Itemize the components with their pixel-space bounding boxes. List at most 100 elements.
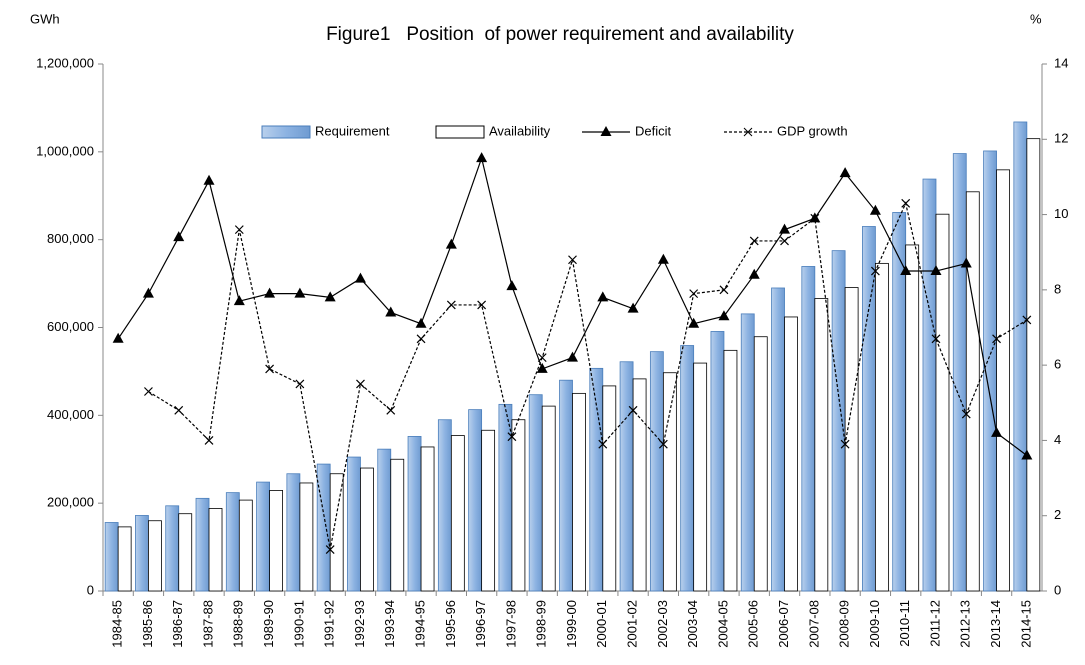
bar (135, 515, 149, 592)
marker (234, 225, 244, 235)
chart-title: Figure1 Position of power requirement an… (326, 24, 794, 45)
x-tick-label: 1988-89 (231, 600, 246, 648)
marker (930, 265, 942, 276)
bar (935, 213, 950, 592)
marker (1021, 449, 1033, 460)
bar (572, 392, 586, 592)
x-tick-label: 1986-87 (170, 600, 185, 648)
bar (541, 405, 556, 592)
x-tick-label: 1997-98 (503, 600, 518, 648)
bar (589, 367, 604, 592)
bar (329, 473, 344, 592)
bar (602, 385, 617, 592)
bar (390, 458, 405, 592)
x-tick-label: 1987-88 (200, 600, 215, 648)
x-tick-label: 2005-06 (746, 600, 761, 648)
x-tick-label: 1996-97 (473, 600, 488, 648)
bar (905, 244, 920, 592)
marker (991, 426, 1003, 437)
bar (238, 499, 253, 592)
marker (960, 257, 972, 268)
bar (693, 362, 708, 592)
x-tick-label: 1994-95 (412, 600, 427, 648)
bar (269, 490, 283, 592)
marker (265, 364, 275, 374)
bar (649, 351, 664, 592)
x-tick-label: 2002-03 (655, 600, 670, 648)
bar (148, 520, 162, 592)
x-tick-label: 1984-85 (110, 600, 125, 648)
marker (840, 439, 850, 449)
marker (476, 152, 488, 163)
marker (1022, 315, 1032, 325)
marker (445, 238, 457, 249)
x-tick-label: 2008-09 (837, 600, 852, 648)
bar (225, 492, 240, 592)
bar (420, 446, 435, 592)
marker (598, 439, 608, 449)
marker (748, 268, 760, 279)
bar (1026, 138, 1041, 592)
bar (208, 508, 223, 592)
marker (325, 545, 335, 555)
y-axis-label: GWh (30, 11, 60, 26)
legend-label: GDP growth (777, 123, 848, 138)
marker (597, 291, 609, 302)
bar (844, 287, 859, 592)
marker (688, 317, 700, 328)
marker (354, 272, 366, 283)
bar (377, 448, 392, 592)
y2-tick-label: 14 (1054, 55, 1068, 70)
bar (407, 436, 422, 592)
y-tick-label: 0 (87, 582, 94, 597)
y-tick-label: 1,000,000 (36, 143, 94, 158)
y2-tick-label: 0 (1054, 582, 1061, 597)
bar (875, 262, 889, 592)
marker (779, 223, 791, 234)
legend-marker (743, 127, 753, 137)
marker (839, 167, 851, 178)
x-tick-label: 1992-93 (352, 600, 367, 648)
marker (477, 300, 487, 310)
x-tick-label: 1999-00 (564, 600, 579, 648)
y-tick-label: 800,000 (47, 231, 94, 246)
bar (195, 497, 210, 592)
marker (628, 405, 638, 415)
bar (437, 419, 452, 592)
bar (996, 169, 1010, 592)
marker (233, 295, 245, 306)
y2-tick-label: 6 (1054, 357, 1061, 372)
marker (809, 212, 821, 223)
bar (710, 331, 725, 592)
marker (627, 302, 639, 313)
x-tick-label: 1989-90 (261, 600, 276, 648)
marker (780, 236, 789, 246)
x-tick-label: 2004-05 (715, 600, 730, 648)
marker (112, 332, 124, 343)
bar (1013, 121, 1028, 592)
marker (718, 310, 730, 321)
x-tick-label: 2007-08 (806, 600, 821, 648)
bar (165, 505, 180, 592)
marker (568, 255, 577, 265)
y-tick-label: 600,000 (47, 319, 94, 334)
x-tick-label: 1998-99 (534, 600, 549, 648)
marker (416, 334, 426, 344)
y-tick-label: 400,000 (47, 407, 94, 422)
marker (174, 405, 184, 415)
bar (286, 473, 301, 592)
marker (869, 204, 881, 215)
bar (104, 522, 119, 592)
marker (203, 174, 215, 185)
marker (992, 334, 1001, 344)
x-tick-label: 2012-13 (958, 600, 973, 648)
bar (481, 429, 496, 592)
marker (536, 362, 548, 373)
x-tick-label: 2010-11 (897, 600, 912, 647)
legend-swatch (435, 125, 485, 139)
x-tick-label: 2011-12 (927, 600, 942, 647)
marker (204, 436, 214, 445)
marker (900, 265, 912, 276)
y2-axis-label: % (1030, 11, 1042, 26)
x-tick-label: 2009-10 (867, 600, 882, 648)
